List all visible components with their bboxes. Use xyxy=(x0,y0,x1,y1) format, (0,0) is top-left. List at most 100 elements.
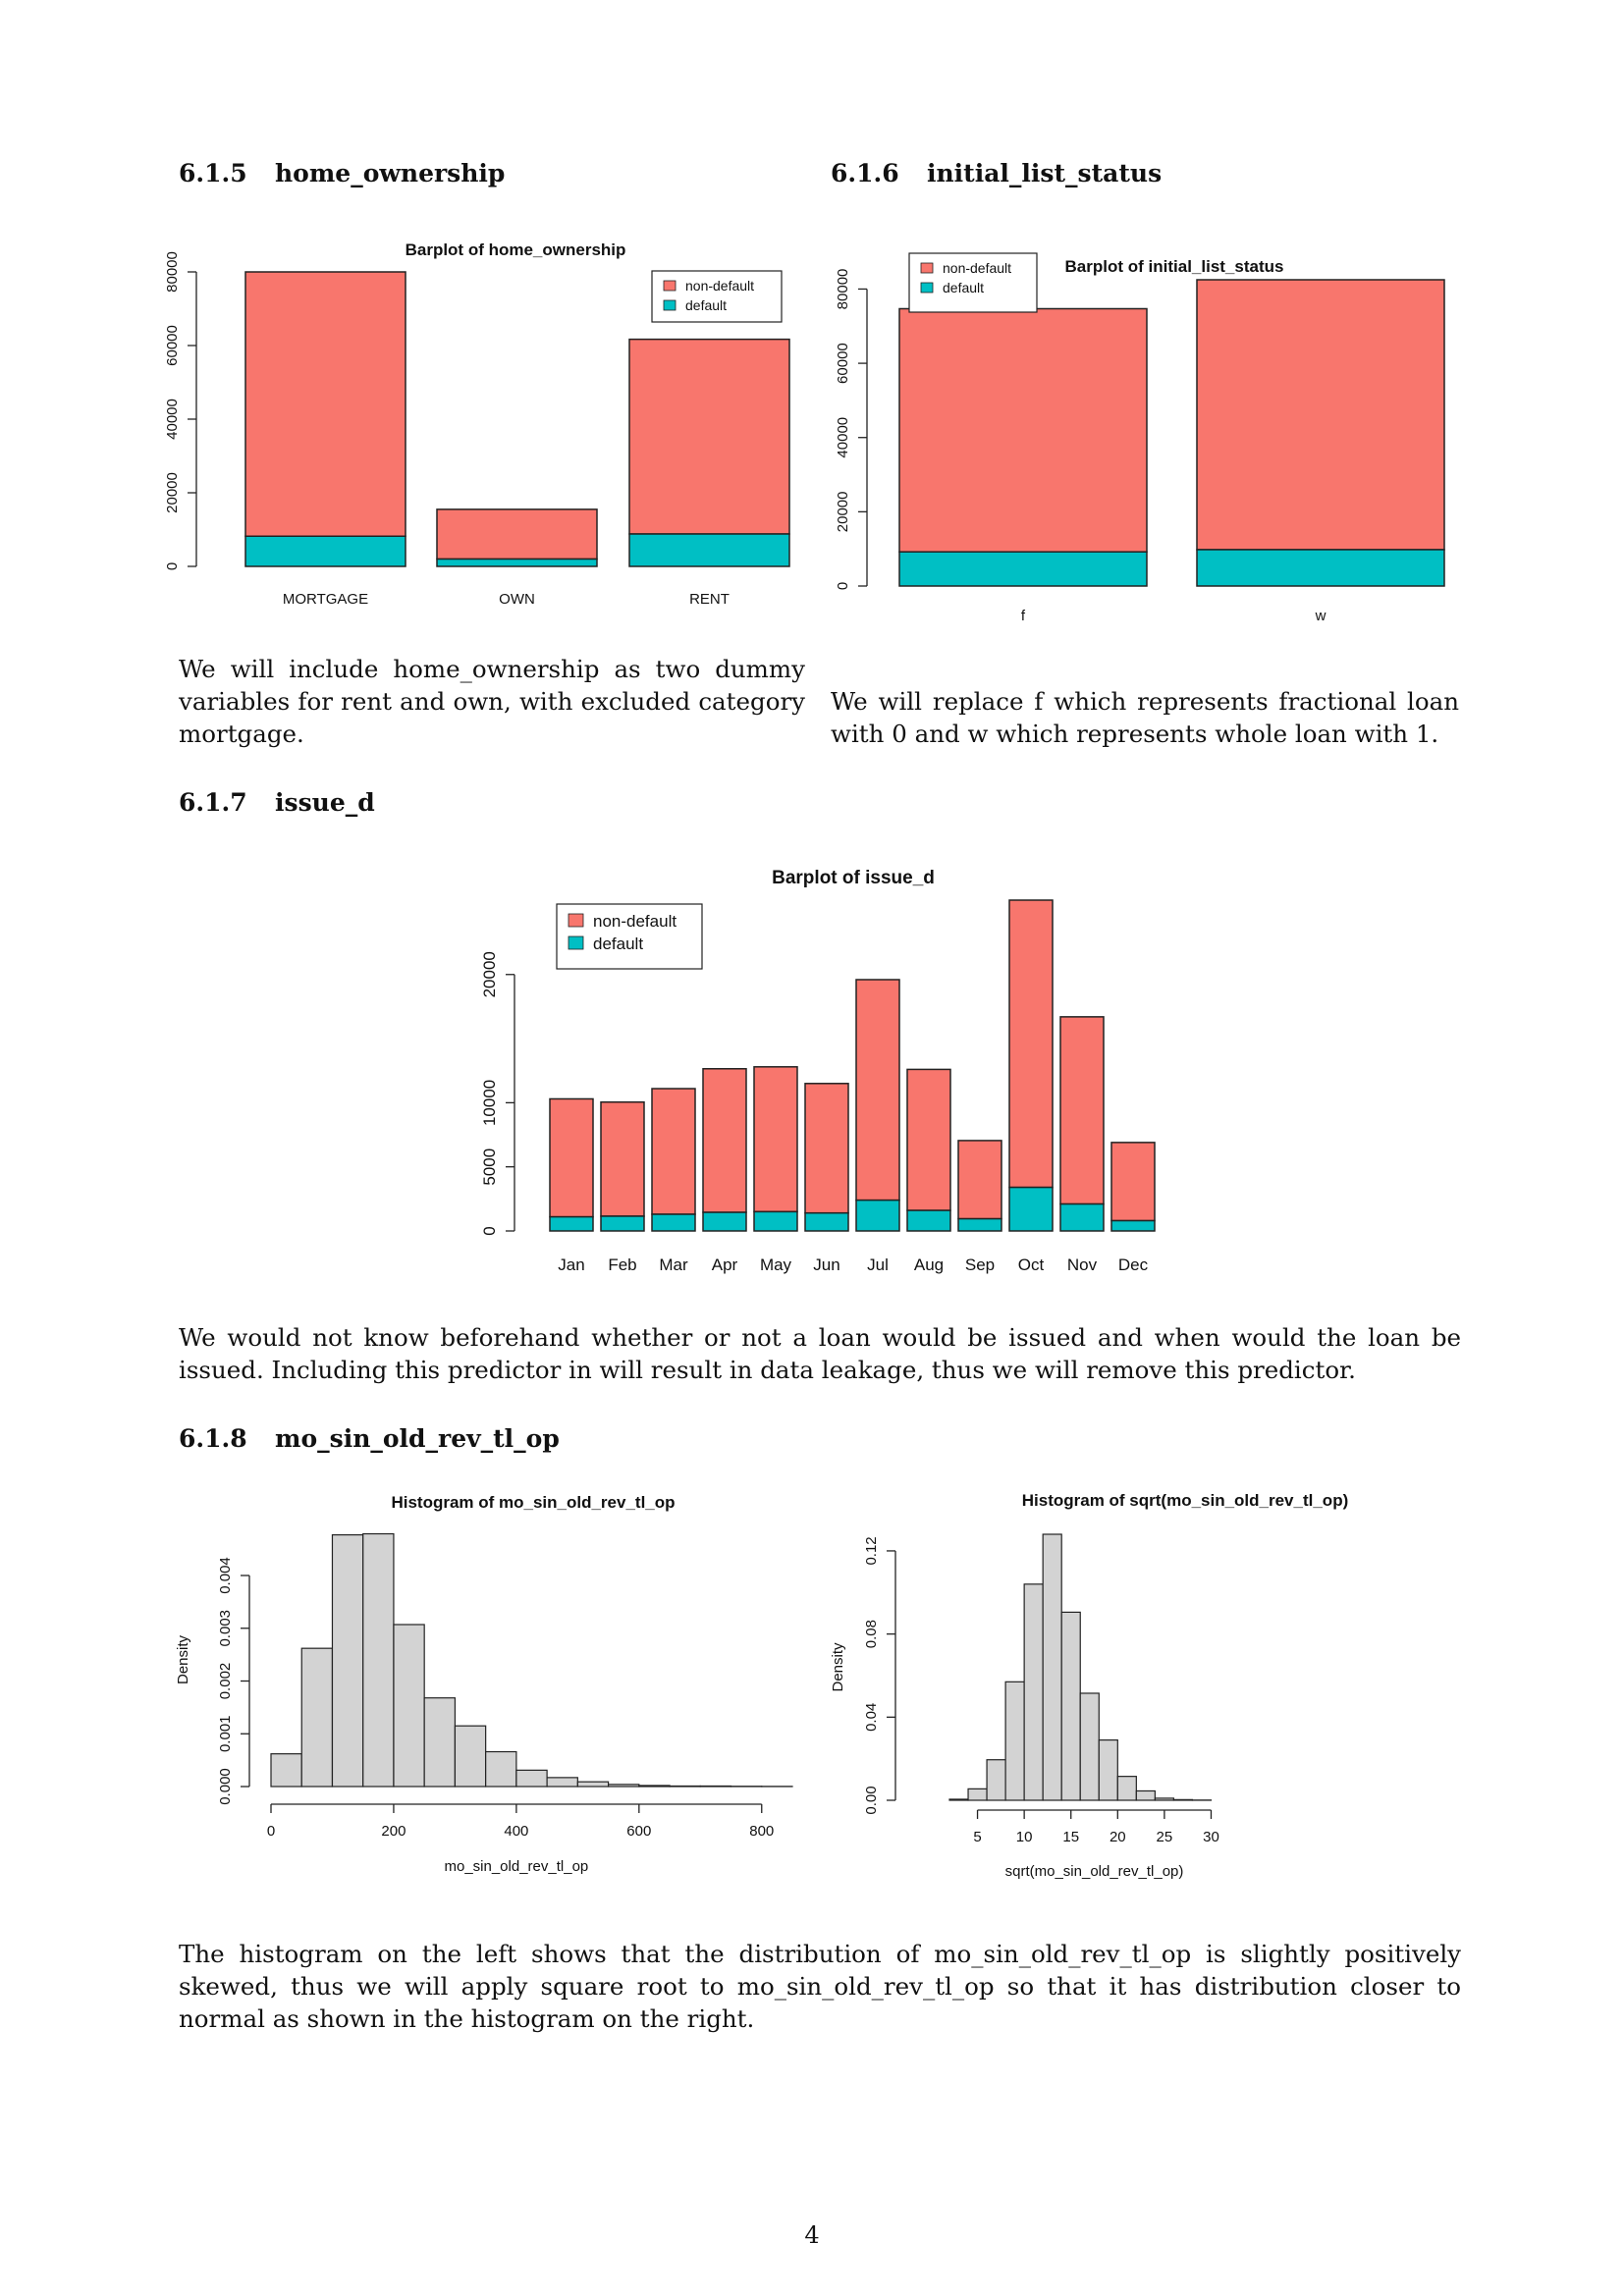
y-tick-label: 40000 xyxy=(835,417,851,458)
bar-default-mar xyxy=(651,1213,696,1232)
bar-non-default-apr xyxy=(702,1068,747,1213)
x-axis-label: mo_sin_old_rev_tl_op xyxy=(444,1858,588,1875)
section-title: home_ownership xyxy=(275,159,506,187)
y-tick-label: 0 xyxy=(835,582,851,590)
chart-title: Barplot of issue_d xyxy=(772,868,935,888)
legend-label-default: default xyxy=(685,297,727,313)
paragraph-text: We will include home_ownership as two du… xyxy=(179,655,805,748)
legend-swatch-non-default xyxy=(568,913,584,928)
section-heading-6-1-6: 6.1.6 initial_list_status xyxy=(831,159,1162,187)
bar-non-default-mortgage xyxy=(244,271,406,537)
y-tick-label: 80000 xyxy=(167,251,181,293)
histogram-bar xyxy=(1004,1681,1025,1801)
section-heading-6-1-7: 6.1.7 issue_d xyxy=(179,788,375,817)
bar-non-default-dec xyxy=(1110,1142,1156,1222)
histogram-bar xyxy=(393,1624,425,1788)
legend-label-non-default: non-default xyxy=(593,912,677,931)
bar-default-own xyxy=(436,558,598,567)
bar-default-rent xyxy=(628,533,790,567)
legend-box xyxy=(651,270,783,323)
initial-list-status-paragraph: We will replace f which represents fract… xyxy=(831,685,1459,750)
bar-default-may xyxy=(753,1210,798,1232)
x-axis-label: sqrt(mo_sin_old_rev_tl_op) xyxy=(1005,1863,1184,1880)
section-title: mo_sin_old_rev_tl_op xyxy=(275,1424,560,1453)
x-tick-label: 600 xyxy=(626,1823,651,1840)
bar-non-default-oct xyxy=(1008,899,1054,1189)
x-tick-label: 400 xyxy=(504,1823,528,1840)
histogram-bar xyxy=(270,1753,302,1788)
chart-title: Barplot of initial_list_status xyxy=(1065,257,1284,276)
histograms-paragraph: The histogram on the left shows that the… xyxy=(179,1938,1461,2035)
x-tick-label: 5 xyxy=(973,1829,981,1845)
histogram-bar xyxy=(948,1798,969,1801)
bar-default-sep xyxy=(957,1217,1002,1232)
legend-swatch-default xyxy=(663,299,677,311)
bar-non-default-may xyxy=(753,1066,798,1213)
legend-swatch-non-default xyxy=(920,262,934,274)
x-tick-label: 0 xyxy=(267,1823,275,1840)
x-tick-label: Dec xyxy=(1118,1255,1149,1274)
histogram-bar xyxy=(1042,1533,1062,1801)
section-number: 6.1.8 xyxy=(179,1424,247,1453)
histogram-bar xyxy=(362,1532,395,1788)
histogram-bar xyxy=(607,1784,640,1788)
issue-d-paragraph: We would not know beforehand whether or … xyxy=(179,1321,1461,1386)
bar-non-default-feb xyxy=(600,1100,645,1217)
bar-default-aug xyxy=(906,1209,951,1232)
bar-non-default-mar xyxy=(651,1088,696,1215)
histogram-bar xyxy=(638,1785,671,1788)
y-tick-label: 80000 xyxy=(835,269,851,310)
bar-non-default-jun xyxy=(804,1083,849,1214)
section-heading-6-1-5: 6.1.5 home_ownership xyxy=(179,159,505,187)
bar-default-w xyxy=(1196,549,1445,587)
histogram-bar xyxy=(485,1750,517,1788)
y-tick-label: 10000 xyxy=(480,1080,499,1126)
y-tick-label: 0.12 xyxy=(863,1536,880,1565)
x-tick-label: Aug xyxy=(914,1255,944,1274)
histogram-mo-sin-old-rev-tl-op: Histogram of mo_sin_old_rev_tl_op 0 200 400… xyxy=(175,1493,793,1875)
y-tick-label: 0.04 xyxy=(863,1703,880,1732)
bar-non-default-w xyxy=(1196,279,1445,551)
x-tick-label: 200 xyxy=(381,1823,406,1840)
section-title: issue_d xyxy=(275,788,375,817)
x-tick-label: w xyxy=(1315,608,1326,624)
histogram-bar xyxy=(1079,1692,1100,1801)
y-tick-label: 40000 xyxy=(167,399,181,440)
y-tick-label: 20000 xyxy=(167,472,181,513)
paragraph-text: We would not know beforehand whether or … xyxy=(179,1323,1461,1384)
x-tick-label: 20 xyxy=(1110,1829,1126,1845)
chart-title: Histogram of mo_sin_old_rev_tl_op xyxy=(391,1493,675,1512)
y-tick-label: 20000 xyxy=(835,492,851,533)
histogram-bar xyxy=(331,1534,364,1788)
x-tick-label: Apr xyxy=(712,1255,738,1274)
x-tick-label: 25 xyxy=(1157,1829,1173,1845)
legend-swatch-default xyxy=(568,935,584,950)
y-tick-label: 0 xyxy=(167,562,181,570)
bar-non-default-jan xyxy=(549,1097,594,1218)
histogram-bar xyxy=(699,1785,732,1788)
histogram-bar xyxy=(1023,1583,1044,1801)
issue-d-barplot: Barplot of issue_d Jan Feb Mar Apr May Jun Jul A… xyxy=(480,868,1156,1274)
y-tick-label: 0.000 xyxy=(217,1768,234,1805)
bar-default-f xyxy=(898,551,1148,587)
x-tick-label: 30 xyxy=(1203,1829,1219,1845)
paragraph-text: We will replace f which represents fract… xyxy=(831,687,1459,748)
y-tick-label: 60000 xyxy=(835,343,851,384)
bar-default-apr xyxy=(702,1211,747,1232)
histogram-sqrt-mo-sin-old-rev-tl-op: Histogram of sqrt(mo_sin_old_rev_tl_op) 5… xyxy=(830,1491,1348,1880)
y-tick-label: 0.00 xyxy=(863,1786,880,1814)
x-tick-label: f xyxy=(1021,608,1026,624)
home-ownership-barplot: Barplot of home_ownership MORTGAGE OWN RENT… xyxy=(167,240,790,608)
histogram-bar xyxy=(423,1697,457,1788)
y-axis-label: Density xyxy=(175,1634,191,1684)
x-tick-label: Sep xyxy=(965,1255,995,1274)
bar-non-default-f xyxy=(898,307,1148,553)
y-tick-label: 60000 xyxy=(167,325,181,366)
y-tick-label: 0.002 xyxy=(217,1663,234,1700)
y-tick-label: 0.003 xyxy=(217,1610,234,1647)
histogram-bar xyxy=(1060,1611,1081,1801)
x-tick-label: 800 xyxy=(749,1823,774,1840)
histogram-bar xyxy=(546,1777,578,1788)
legend-label-default: default xyxy=(593,934,643,953)
